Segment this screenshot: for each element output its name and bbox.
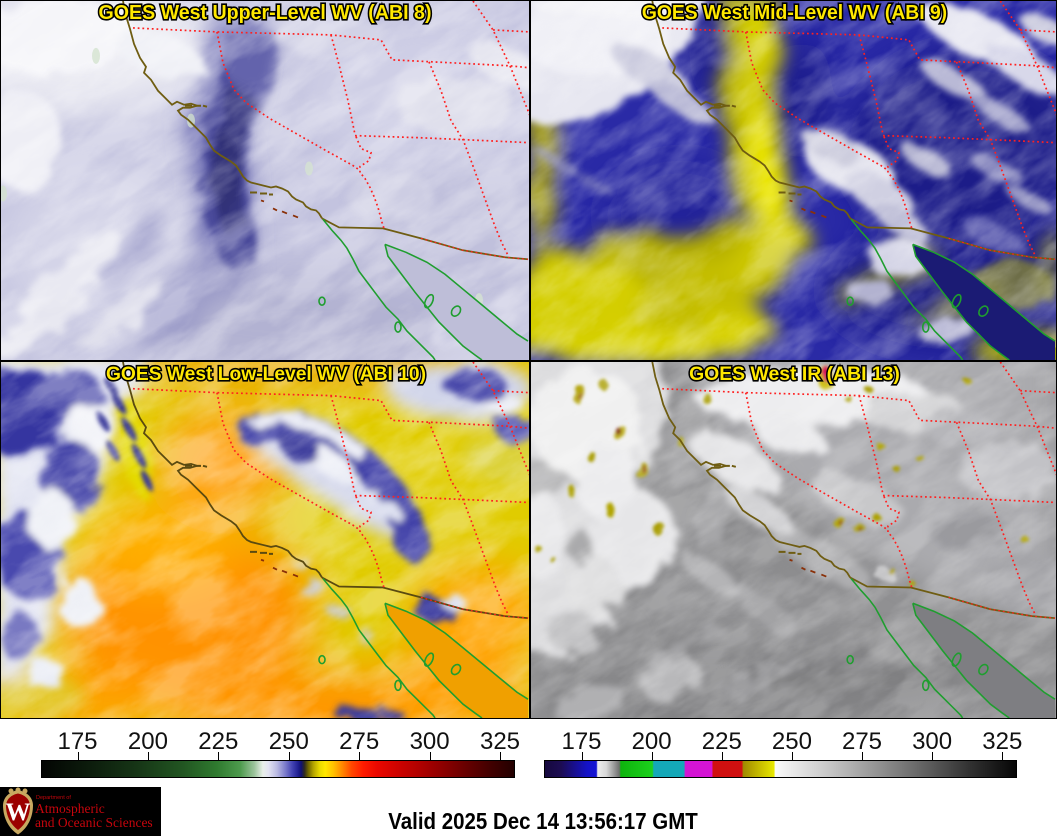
svg-text:and Oceanic Sciences: and Oceanic Sciences [35, 815, 153, 830]
svg-text:GOES West Low-Level WV (ABI 10: GOES West Low-Level WV (ABI 10) [106, 363, 426, 385]
svg-text:W: W [6, 799, 31, 826]
svg-text:Atmospheric: Atmospheric [35, 801, 105, 816]
svg-text:GOES West Mid-Level WV (ABI 9): GOES West Mid-Level WV (ABI 9) [642, 2, 947, 24]
svg-text:Department of: Department of [36, 795, 71, 801]
svg-text:GOES West IR (ABI 13): GOES West IR (ABI 13) [689, 363, 900, 385]
svg-text:GOES West Upper-Level WV (ABI: GOES West Upper-Level WV (ABI 8) [99, 2, 432, 24]
